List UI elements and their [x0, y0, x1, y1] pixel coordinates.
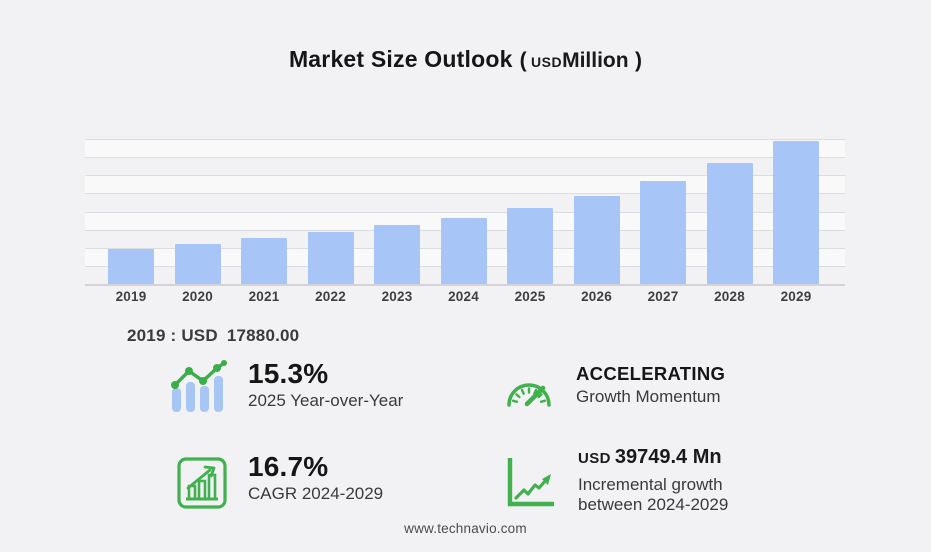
bar-2028: [706, 162, 753, 284]
x-axis-label-2023: 2023: [381, 289, 413, 304]
gridline: [85, 157, 845, 159]
stat-cagr-label: CAGR 2024-2029: [248, 484, 384, 504]
gridline: [85, 211, 845, 213]
bar-2021: [241, 238, 287, 284]
x-axis-label-2028: 2028: [714, 289, 745, 304]
footer: www.technavio.com: [0, 521, 931, 536]
bar-2023: [374, 225, 420, 284]
stat-incremental-label-line1: Incremental growth: [578, 475, 723, 494]
stat-momentum-value: ACCELERATING: [576, 363, 726, 384]
stat-yoy-value: 15.3%: [248, 358, 329, 389]
stat-yoy: 15.3% 2025 Year-over-Year: [248, 359, 403, 411]
bar-2027: [640, 180, 686, 284]
stat-incremental-label-line2: between 2024-2029: [578, 495, 729, 515]
title-unit: Million: [562, 49, 629, 72]
stat-yoy-label: 2025 Year-over-Year: [248, 391, 404, 411]
baseline-amount: 17880.00: [226, 326, 300, 345]
x-axis-label-2025: 2025: [514, 289, 546, 304]
x-axis-label-2027: 2027: [647, 289, 679, 304]
title-close-paren: ): [635, 49, 643, 72]
stat-incremental-amount: 39749.4 Mn: [614, 446, 722, 468]
gauge-icon: [502, 366, 556, 417]
x-axis-label-2022: 2022: [315, 289, 346, 304]
x-axis-label-2026: 2026: [581, 289, 612, 304]
stat-momentum: ACCELERATING Growth Momentum: [576, 363, 726, 407]
page-title: Market Size Outlook ( USDMillion ): [0, 46, 931, 73]
gridline: [85, 139, 845, 140]
x-axis-labels: 2019 2020 2021 2022 2023 2024 2025 2026 2027 2028…: [85, 289, 845, 309]
x-axis-label-2020: 2020: [182, 289, 213, 304]
grid-band: [85, 139, 845, 158]
chart-growth-icon: [176, 456, 228, 515]
title-main: Market Size Outlook: [288, 46, 513, 72]
stat-incremental-currency: USD: [578, 450, 611, 467]
bar-2020: [174, 243, 221, 284]
gridline: [85, 193, 845, 195]
x-axis-label-2029: 2029: [780, 289, 812, 304]
x-axis-label-2021: 2021: [248, 289, 280, 304]
footer-url: www.technavio.com: [404, 521, 527, 536]
stat-cagr: 16.7% CAGR 2024-2029: [248, 452, 383, 504]
title-open-paren: (: [519, 49, 527, 72]
bar-2022: [307, 232, 354, 284]
stat-cagr-value: 16.7%: [248, 451, 329, 482]
bar-2024: [440, 218, 487, 284]
bar-2025: [507, 207, 553, 284]
baseline-label: 2019 : USD: [127, 326, 218, 345]
bar-2026: [573, 196, 620, 284]
bar-trend-icon: [169, 360, 227, 419]
trend-arrow-icon: [500, 452, 558, 517]
baseline-value: 2019 : USD 17880.00: [127, 326, 299, 346]
bar-2029: [773, 141, 819, 284]
plot-area: [85, 139, 845, 286]
gridline: [85, 175, 845, 177]
title-currency: USD: [531, 54, 563, 70]
stat-incremental: USD 39749.4 Mn Incremental growth between…: [578, 446, 728, 515]
x-axis-label-2024: 2024: [448, 289, 479, 304]
bar-2019: [108, 249, 154, 284]
stat-momentum-label: Growth Momentum: [576, 387, 721, 407]
x-axis-label-2019: 2019: [115, 289, 147, 304]
